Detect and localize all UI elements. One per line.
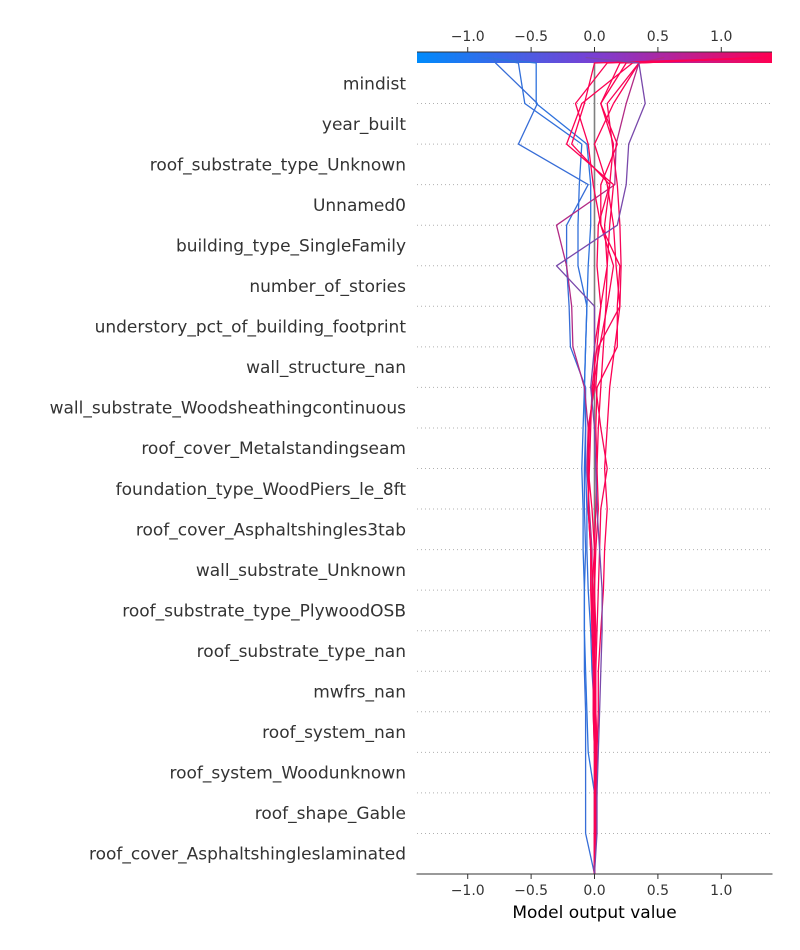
decision-lines (480, 56, 771, 875)
decision-line-sample-8 (593, 56, 771, 874)
feature-label-roof-substrate-type-unknown: roof_substrate_type_Unknown (150, 155, 406, 175)
top-tick-label: −0.5 (514, 29, 548, 45)
bottom-tick-label: −1.0 (451, 883, 485, 899)
output-colorbar (417, 52, 772, 63)
x-ticks: −1.0 −1.0 −0.5 −0.5 0.0 0.0 0.5 0.5 1.0 1.0 (451, 29, 733, 899)
decision-line-sample-5 (593, 56, 760, 874)
feature-label-year-built: year_built (322, 115, 406, 135)
feature-label-roof-cover-asphaltshingles3tab: roof_cover_Asphaltshingles3tab (136, 520, 406, 540)
feature-label-roof-substrate-type-nan: roof_substrate_type_nan (197, 642, 406, 662)
top-tick-label: 0.5 (647, 29, 669, 45)
feature-label-mindist: mindist (343, 74, 406, 94)
bottom-tick-label: 0.5 (647, 883, 669, 899)
feature-label-roof-system-nan: roof_system_nan (262, 723, 406, 743)
decision-line-sample-12 (555, 56, 646, 875)
decision-line-sample-2 (492, 57, 596, 875)
feature-label-roof-substrate-type-plywoodosb: roof_substrate_type_PlywoodOSB (122, 601, 406, 621)
feature-label-roof-cover-metalstandingseam: roof_cover_Metalstandingseam (141, 439, 406, 459)
feature-label-unnamed0: Unnamed0 (313, 196, 406, 216)
decision-line-sample-6 (574, 56, 766, 874)
decision-line-sample-10 (587, 56, 767, 874)
feature-label-roof-shape-gable: roof_shape_Gable (255, 804, 406, 824)
x-axis-label: Model output value (512, 903, 676, 923)
bottom-tick-label: 0.0 (583, 883, 605, 899)
feature-label-number-of-stories: number_of_stories (249, 277, 406, 297)
feature-label-roof-system-woodunknown: roof_system_Woodunknown (169, 764, 406, 784)
feature-label-roof-cover-asphaltshingleslaminated: roof_cover_Asphaltshingleslaminated (89, 845, 406, 865)
top-tick-label: 1.0 (710, 29, 732, 45)
feature-label-wall-substrate-unknown: wall_substrate_Unknown (196, 561, 406, 581)
feature-labels: mindist year_built roof_substrate_type_Unk… (50, 74, 407, 864)
feature-label-wall-structure-nan: wall_structure_nan (246, 358, 406, 378)
top-tick-label: 0.0 (583, 29, 605, 45)
bottom-tick-label: 1.0 (710, 883, 732, 899)
feature-label-understory-pct-of-building-footprint: understory_pct_of_building_footprint (95, 318, 407, 338)
decision-line-sample-9 (593, 56, 769, 875)
feature-label-mwfrs-nan: mwfrs_nan (313, 683, 406, 703)
feature-label-wall-substrate-woodsheathingcontinuous: wall_substrate_Woodsheathingcontinuous (50, 399, 407, 419)
decision-line-sample-11 (571, 56, 769, 875)
feature-label-building-type-singlefamily: building_type_SingleFamily (176, 236, 406, 256)
feature-label-foundation-type-woodpiers-le-8ft: foundation_type_WoodPiers_le_8ft (116, 480, 407, 500)
decision-line-sample-3 (480, 56, 596, 874)
top-tick-label: −1.0 (451, 29, 485, 45)
bottom-tick-label: −0.5 (514, 883, 548, 899)
